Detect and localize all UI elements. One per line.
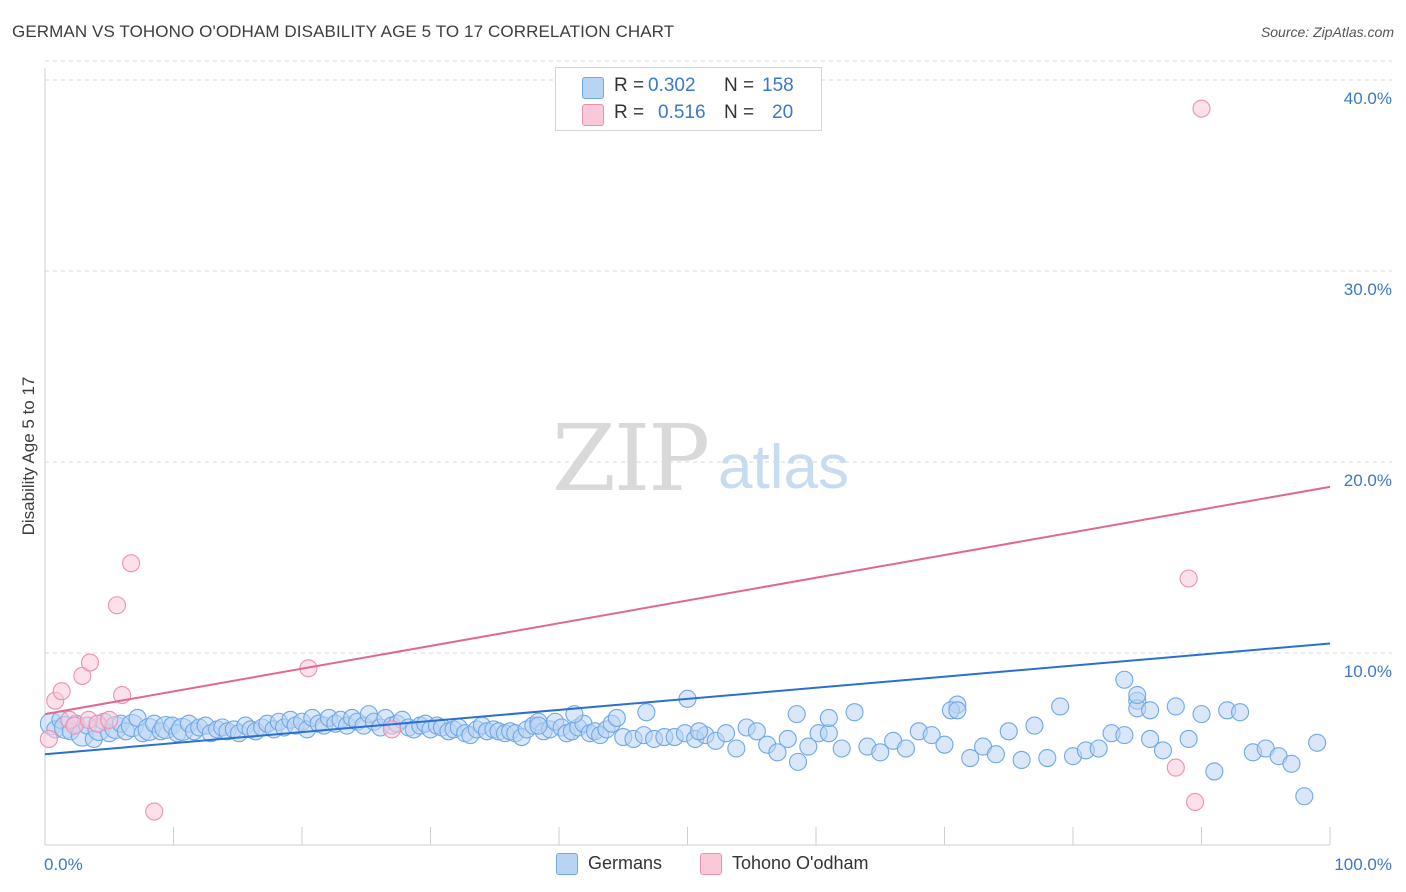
germans-point bbox=[778, 729, 797, 749]
legend-n-value: 20 bbox=[772, 102, 794, 123]
watermark: ZIP atlas bbox=[552, 405, 849, 512]
germans-point bbox=[1038, 748, 1057, 768]
germans-point bbox=[845, 703, 864, 722]
legend-n-label: N = bbox=[724, 102, 755, 123]
bottom-legend-swatch-pink bbox=[700, 853, 722, 875]
data-points bbox=[39, 99, 1327, 821]
tohono-point bbox=[145, 802, 164, 821]
germans-point bbox=[1025, 716, 1044, 735]
germans-point bbox=[787, 705, 806, 724]
y-tick-label: 20.0% bbox=[1344, 471, 1392, 490]
germans-point bbox=[999, 722, 1018, 741]
germans-point bbox=[1115, 670, 1134, 689]
tohono-point bbox=[1192, 99, 1211, 118]
germans-point bbox=[607, 708, 626, 727]
germans-point bbox=[1141, 701, 1160, 720]
trend-lines bbox=[44, 485, 1331, 756]
germans-point bbox=[1282, 754, 1301, 773]
germans-point bbox=[819, 708, 838, 727]
germans-point bbox=[788, 752, 808, 771]
source-label: Source: ZipAtlas.com bbox=[1260, 24, 1394, 40]
germans-point bbox=[716, 724, 736, 743]
germans-point bbox=[935, 735, 954, 754]
chart-title: GERMAN VS TOHONO O'ODHAM DISABILITY AGE … bbox=[12, 22, 675, 41]
tohono-point bbox=[52, 682, 71, 701]
germans-point bbox=[1141, 729, 1160, 749]
watermark-zip: ZIP bbox=[552, 405, 708, 512]
legend-swatch-blue bbox=[582, 77, 604, 99]
germans-point bbox=[896, 739, 916, 758]
legend-swatch-pink bbox=[582, 104, 604, 126]
legend-r-value: 0.302 bbox=[648, 75, 696, 96]
tohono-point bbox=[80, 653, 100, 672]
tohono-trend-line bbox=[44, 485, 1331, 716]
legend-r-label: R = bbox=[614, 102, 645, 123]
germans-point bbox=[1089, 739, 1108, 758]
tohono-point bbox=[73, 666, 92, 685]
y-axis-label: Disability Age 5 to 17 bbox=[19, 377, 38, 536]
germans-point bbox=[1128, 685, 1147, 705]
tohono-point bbox=[1186, 792, 1205, 812]
legend-r-label: R = bbox=[614, 75, 645, 96]
germans-point bbox=[1231, 703, 1250, 722]
germans-point bbox=[1179, 729, 1198, 749]
germans-point bbox=[986, 745, 1005, 764]
germans-point bbox=[1192, 705, 1211, 724]
germans-point bbox=[1115, 726, 1134, 745]
tohono-point bbox=[1166, 758, 1185, 777]
germans-point bbox=[1051, 697, 1070, 716]
germans-point bbox=[747, 722, 766, 741]
legend-n-value: 158 bbox=[762, 75, 794, 96]
germans-point bbox=[1205, 762, 1224, 781]
germans-point bbox=[832, 739, 851, 758]
tohono-point bbox=[122, 554, 141, 573]
germans-point bbox=[799, 737, 818, 756]
germans-point bbox=[727, 739, 746, 758]
tohono-point bbox=[1179, 569, 1198, 588]
germans-trend-line bbox=[44, 642, 1331, 756]
watermark-atlas: atlas bbox=[718, 433, 849, 502]
germans-point bbox=[819, 724, 838, 743]
tohono-point bbox=[100, 710, 119, 729]
x-tick-label: 0.0% bbox=[44, 855, 83, 874]
legend-r-value: 0.516 bbox=[658, 102, 706, 123]
germans-point bbox=[1153, 741, 1172, 760]
bottom-legend-label: Germans bbox=[588, 853, 663, 873]
bottom-legend-swatch-blue bbox=[556, 853, 578, 875]
germans-point bbox=[948, 701, 967, 720]
bottom-legend-label: Tohono O'odham bbox=[732, 853, 869, 873]
tohono-point bbox=[39, 729, 58, 749]
germans-point bbox=[871, 743, 890, 762]
germans-point bbox=[922, 726, 941, 745]
gridlines bbox=[45, 60, 1392, 654]
y-tick-label: 40.0% bbox=[1344, 89, 1392, 108]
germans-point bbox=[1012, 750, 1031, 770]
legend: R = 0.302 N = 158 R = 0.516 N = 20 bbox=[555, 67, 822, 131]
germans-point bbox=[637, 703, 656, 722]
x-tick-label: 100.0% bbox=[1334, 855, 1392, 874]
germans-point bbox=[961, 748, 980, 768]
tick-labels: 10.0% 20.0% 30.0% 40.0% 0.0% 100.0% bbox=[44, 89, 1392, 874]
y-tick-label: 10.0% bbox=[1344, 662, 1392, 681]
germans-point bbox=[1295, 787, 1314, 806]
legend-n-label: N = bbox=[724, 75, 755, 96]
y-tick-label: 30.0% bbox=[1344, 280, 1392, 299]
germans-point bbox=[1166, 697, 1185, 716]
tohono-point bbox=[107, 596, 127, 615]
germans-point bbox=[1308, 733, 1327, 752]
germans-point bbox=[690, 722, 709, 741]
germans-point bbox=[768, 743, 787, 762]
germans-point bbox=[529, 716, 548, 735]
